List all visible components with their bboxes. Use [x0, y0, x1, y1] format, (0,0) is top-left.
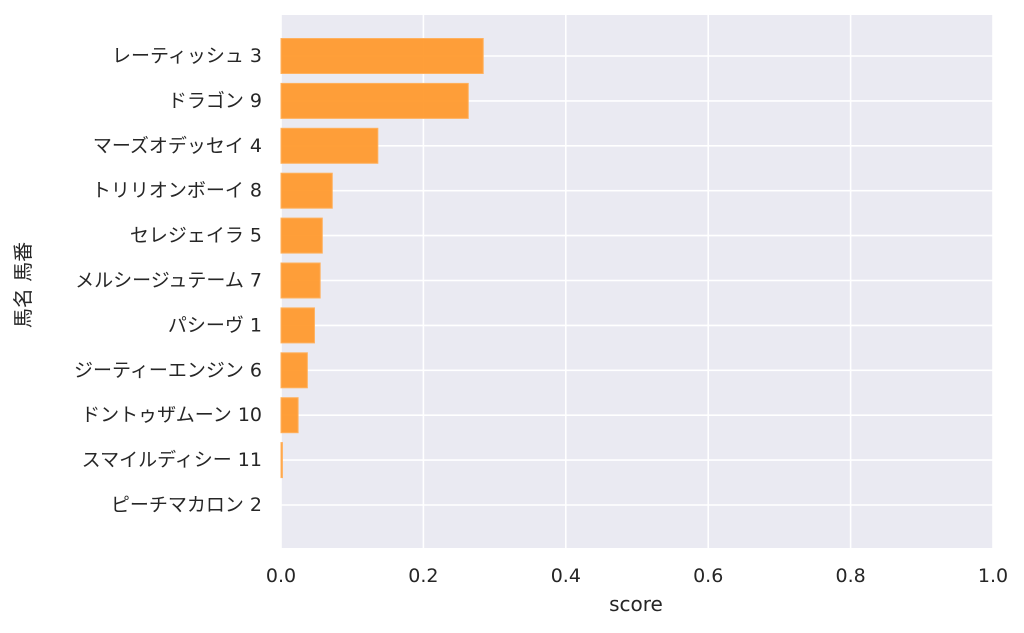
y-tick-label: セレジェイラ 5	[130, 225, 262, 247]
x-tick-label: 0.8	[835, 565, 865, 587]
bar	[280, 82, 469, 119]
x-tick-label: 0.6	[693, 565, 723, 587]
x-tick-labels: 0.0 0.2 0.4 0.6 0.8 1.0	[266, 565, 1008, 587]
y-tick-label: レーティッシュ 3	[112, 45, 262, 67]
y-tick-label: メルシージュテーム 7	[75, 270, 262, 292]
y-axis-label: 馬名 馬番	[11, 242, 35, 328]
y-tick-label: ドラゴン 9	[168, 90, 262, 112]
y-tick-label: ピーチマカロン 2	[111, 494, 262, 516]
x-tick-label: 0.2	[408, 565, 438, 587]
y-tick-label: トリリオンボーイ 8	[92, 180, 262, 202]
bars	[280, 38, 484, 479]
y-tick-label: ドントゥザムーン 10	[81, 404, 262, 426]
y-tick-label: マーズオデッセイ 4	[93, 135, 262, 157]
y-tick-labels: レーティッシュ 3 ドラゴン 9 マーズオデッセイ 4 トリリオンボーイ 8 セレジェイ…	[74, 45, 262, 516]
x-tick-label: 0.4	[551, 565, 581, 587]
bar	[280, 397, 299, 434]
y-tick-label: ジーティーエンジン 6	[74, 359, 262, 381]
bar	[280, 217, 323, 254]
x-tick-label: 0.0	[266, 565, 296, 587]
bar	[280, 262, 321, 299]
x-tick-label: 1.0	[978, 565, 1008, 587]
bar	[280, 127, 379, 164]
bar	[280, 172, 333, 209]
bar	[280, 352, 308, 389]
y-tick-label: スマイルディシー 11	[82, 449, 262, 471]
bar	[280, 38, 484, 74]
x-axis-label: score	[609, 592, 663, 616]
y-tick-label: パシーヴ 1	[168, 314, 262, 336]
bar	[280, 442, 283, 479]
bar	[280, 307, 315, 344]
